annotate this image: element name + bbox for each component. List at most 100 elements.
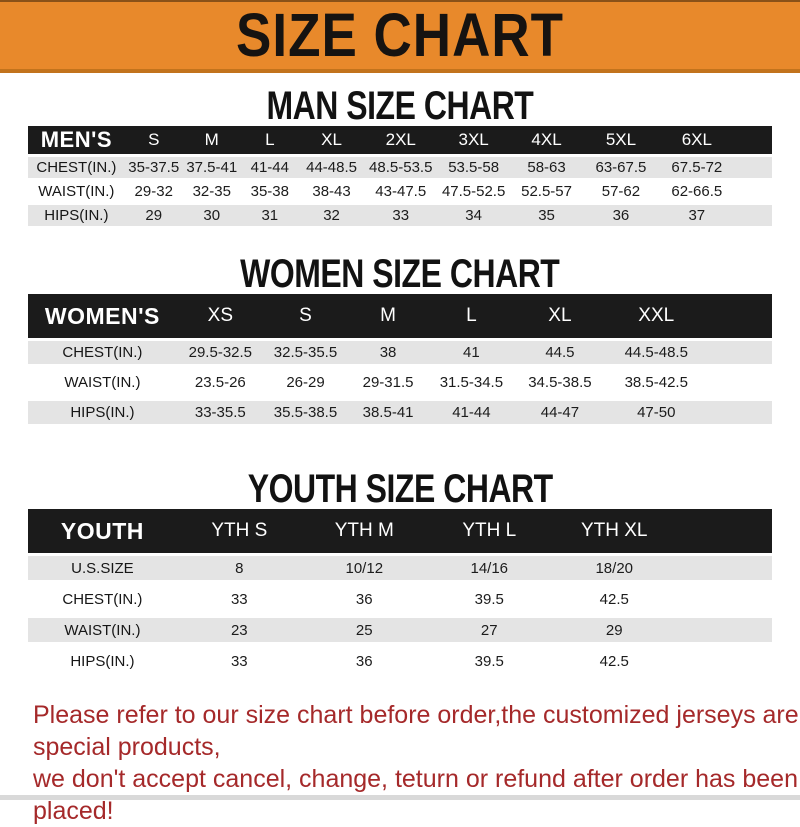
women-section-heading: WOMEN SIZE CHART <box>0 252 800 297</box>
measurement-value: 8 <box>176 556 302 587</box>
row-label: HIPS(IN.) <box>28 401 177 431</box>
row-spacer <box>676 649 772 680</box>
measurement-value: 36 <box>583 205 659 229</box>
row-spacer <box>734 157 772 181</box>
measurement-row: CHEST(IN.) 33 36 39.5 42.5 <box>28 587 772 618</box>
measurement-value: 52.5-57 <box>510 181 583 205</box>
youth-size-chart-section: YOUTH SIZE CHART YOUTH YTH S YTH M YTH L YTH… <box>0 467 800 680</box>
measurement-value: 33-35.5 <box>176 401 264 431</box>
size-column-header: XL <box>513 294 607 341</box>
measurement-value: 31.5-34.5 <box>428 371 514 401</box>
measurement-value: 37 <box>658 205 735 229</box>
measurement-row: HIPS(IN.) 33-35.5 35.5-38.5 38.5-41 41-44 44-… <box>28 401 772 431</box>
measurement-value: 29-31.5 <box>347 371 429 401</box>
measurement-value: 33 <box>176 587 302 618</box>
measurement-value: 43-47.5 <box>364 181 438 205</box>
measurement-value: 47-50 <box>606 401 707 431</box>
measurement-value: 35-38 <box>240 181 299 205</box>
header-spacer <box>734 126 772 157</box>
measurement-value: 41-44 <box>428 401 514 431</box>
size-column-header: S <box>263 294 348 341</box>
size-column-header: YTH M <box>301 509 427 556</box>
measurement-value: 67.5-72 <box>658 157 735 181</box>
measurement-value: 29.5-32.5 <box>176 341 264 371</box>
measurement-row: CHEST(IN.) 29.5-32.5 32.5-35.5 38 41 44.5 44.5… <box>28 341 772 371</box>
measurement-value: 37.5-41 <box>182 157 241 181</box>
measurement-value: 44-47 <box>513 401 607 431</box>
youth-size-table: YOUTH YTH S YTH M YTH L YTH XL U.S.SIZE 8 10/12… <box>28 509 772 680</box>
size-column-header: 2XL <box>364 126 438 157</box>
measurement-row: WAIST(IN.) 23.5-26 26-29 29-31.5 31.5-34.5 34… <box>28 371 772 401</box>
measurement-value: 36 <box>301 649 427 680</box>
row-label: CHEST(IN.) <box>28 157 125 181</box>
youth-section-heading: YOUTH SIZE CHART <box>0 467 800 512</box>
row-spacer <box>676 556 772 587</box>
header-spacer <box>676 509 772 556</box>
measurement-value: 23.5-26 <box>176 371 264 401</box>
measurement-row: HIPS(IN.) 29 30 31 32 33 34 35 36 37 <box>28 205 772 229</box>
size-column-header: 6XL <box>658 126 735 157</box>
measurement-value: 32-35 <box>182 181 241 205</box>
man-section-heading: MAN SIZE CHART <box>0 84 800 129</box>
row-spacer <box>676 587 772 618</box>
measurement-value: 25 <box>301 618 427 649</box>
measurement-value: 38-43 <box>298 181 365 205</box>
measurement-value: 53.5-58 <box>437 157 511 181</box>
row-label: CHEST(IN.) <box>28 341 177 371</box>
size-chart-banner: SIZE CHART <box>0 0 800 73</box>
measurement-value: 57-62 <box>583 181 659 205</box>
row-label: CHEST(IN.) <box>28 587 177 618</box>
measurement-value: 35.5-38.5 <box>263 401 348 431</box>
measurement-value: 41-44 <box>240 157 299 181</box>
size-column-header: XL <box>298 126 365 157</box>
order-disclaimer: Please refer to our size chart before or… <box>33 699 800 827</box>
measurement-value: 42.5 <box>551 649 677 680</box>
bottom-edge-strip <box>0 795 800 800</box>
measurement-value: 44-48.5 <box>298 157 365 181</box>
measurement-value: 63-67.5 <box>583 157 659 181</box>
size-column-header: YTH XL <box>551 509 677 556</box>
row-spacer <box>706 371 772 401</box>
size-column-header: YTH S <box>176 509 302 556</box>
measurement-value: 23 <box>176 618 302 649</box>
youth-section-heading-text: YOUTH SIZE CHART <box>247 466 553 512</box>
table-title-cell: MEN'S <box>28 126 125 157</box>
women-section-heading-text: WOMEN SIZE CHART <box>240 251 560 297</box>
table-header-row: YOUTH YTH S YTH M YTH L YTH XL <box>28 509 772 556</box>
row-label: WAIST(IN.) <box>28 181 125 205</box>
row-spacer <box>734 205 772 229</box>
size-column-header: M <box>182 126 241 157</box>
measurement-value: 36 <box>301 587 427 618</box>
table-header-row: WOMEN'S XS S M L XL XXL <box>28 294 772 341</box>
row-label: HIPS(IN.) <box>28 205 125 229</box>
size-column-header: XXL <box>606 294 707 341</box>
measurement-row: WAIST(IN.) 23 25 27 29 <box>28 618 772 649</box>
banner-title: SIZE CHART <box>236 1 564 70</box>
measurement-value: 30 <box>182 205 241 229</box>
measurement-value: 48.5-53.5 <box>364 157 438 181</box>
size-column-header: XS <box>176 294 264 341</box>
measurement-value: 39.5 <box>426 587 552 618</box>
header-spacer <box>706 294 772 341</box>
measurement-value: 42.5 <box>551 587 677 618</box>
size-column-header: L <box>428 294 514 341</box>
measurement-row: U.S.SIZE 8 10/12 14/16 18/20 <box>28 556 772 587</box>
measurement-value: 29-32 <box>124 181 183 205</box>
measurement-value: 35-37.5 <box>124 157 183 181</box>
size-column-header: 5XL <box>583 126 659 157</box>
measurement-value: 33 <box>364 205 438 229</box>
table-title-cell: WOMEN'S <box>28 294 177 341</box>
size-column-header: M <box>347 294 429 341</box>
size-column-header: YTH L <box>426 509 552 556</box>
measurement-value: 35 <box>510 205 583 229</box>
measurement-value: 33 <box>176 649 302 680</box>
measurement-value: 39.5 <box>426 649 552 680</box>
table-title-cell: YOUTH <box>28 509 177 556</box>
measurement-value: 34.5-38.5 <box>513 371 607 401</box>
measurement-value: 29 <box>124 205 183 229</box>
women-size-table: WOMEN'S XS S M L XL XXL CHEST(IN.) 29.5-32.5 32.5… <box>28 294 772 431</box>
row-label: U.S.SIZE <box>28 556 177 587</box>
measurement-value: 26-29 <box>263 371 348 401</box>
measurement-value: 32 <box>298 205 365 229</box>
